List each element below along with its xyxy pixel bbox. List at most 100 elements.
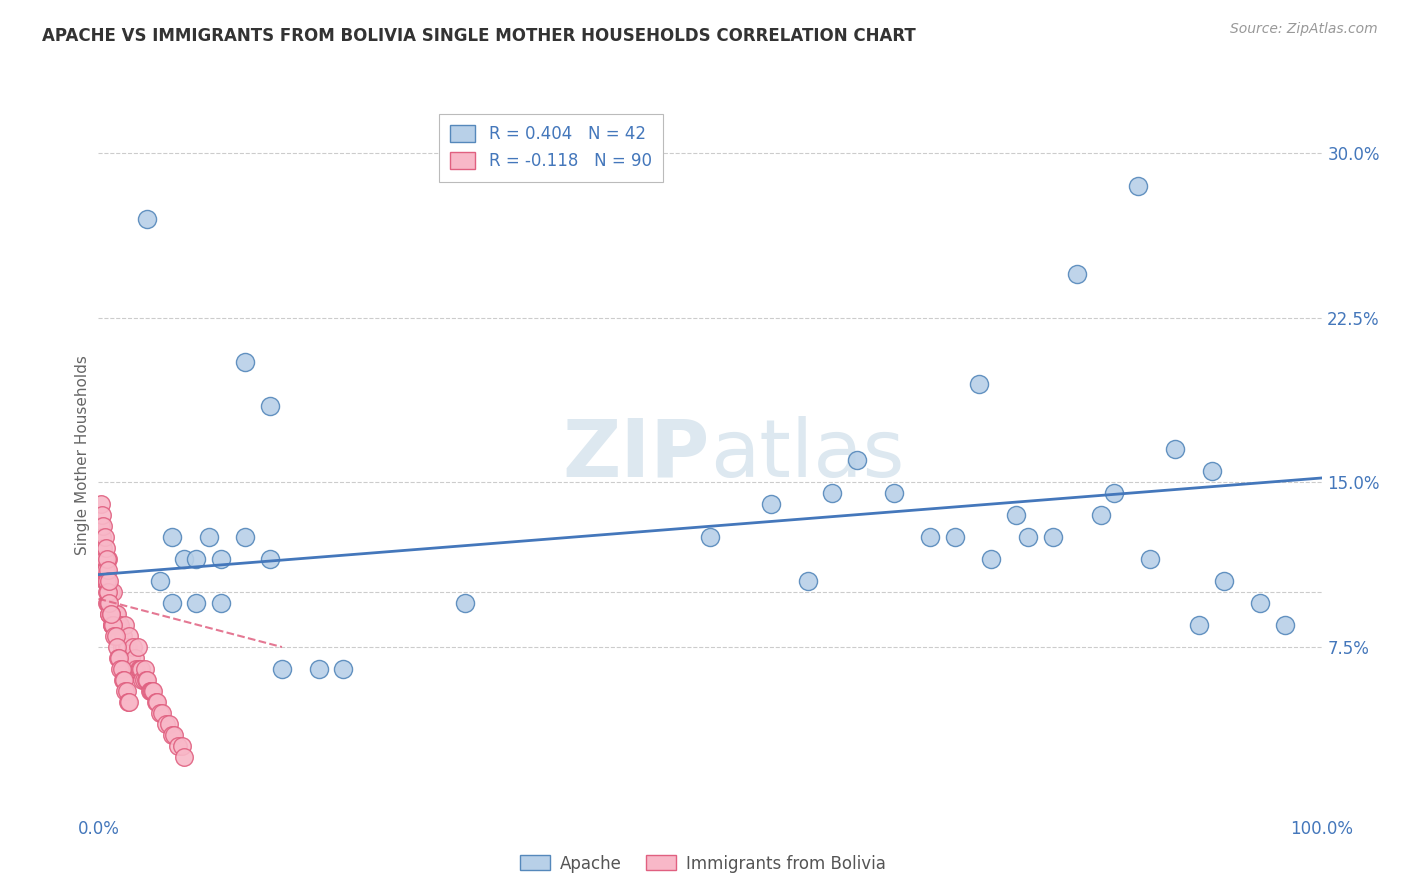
Point: [93, 574, 115, 589]
Point: [115, 684, 138, 698]
Point: [821, 486, 844, 500]
Point: [233, 354, 256, 368]
Point: [100, 607, 122, 621]
Point: [1139, 552, 1161, 566]
Point: [332, 662, 354, 676]
Point: [150, 706, 173, 720]
Point: [100, 585, 122, 599]
Point: [122, 662, 145, 676]
Point: [98, 607, 121, 621]
Point: [94, 574, 117, 589]
Point: [699, 530, 721, 544]
Point: [1004, 508, 1026, 523]
Point: [97, 563, 120, 577]
Point: [160, 530, 183, 544]
Point: [141, 684, 163, 698]
Point: [91, 519, 114, 533]
Point: [270, 662, 294, 676]
Point: [115, 640, 138, 654]
Point: [97, 552, 120, 566]
Point: [101, 618, 124, 632]
Point: [108, 651, 131, 665]
Point: [259, 399, 281, 413]
Point: [125, 662, 148, 676]
Point: [845, 453, 868, 467]
Point: [121, 640, 143, 654]
Point: [98, 607, 121, 621]
Point: [146, 695, 169, 709]
Point: [91, 552, 114, 566]
Point: [90, 519, 112, 533]
Point: [797, 574, 820, 589]
Point: [1017, 530, 1039, 544]
Point: [131, 673, 153, 687]
Point: [1102, 486, 1125, 500]
Point: [160, 596, 183, 610]
Point: [209, 596, 232, 610]
Point: [96, 552, 118, 566]
Point: [308, 662, 330, 676]
Point: [135, 673, 157, 687]
Point: [761, 497, 783, 511]
Point: [170, 739, 193, 753]
Point: [454, 596, 477, 610]
Point: [163, 728, 186, 742]
Point: [173, 552, 195, 566]
Point: [112, 640, 135, 654]
Point: [186, 552, 208, 566]
Y-axis label: Single Mother Households: Single Mother Households: [75, 355, 90, 555]
Point: [1274, 618, 1296, 632]
Point: [129, 662, 152, 676]
Point: [101, 618, 124, 632]
Point: [1042, 530, 1064, 544]
Point: [1090, 508, 1112, 523]
Point: [149, 706, 172, 720]
Text: APACHE VS IMMIGRANTS FROM BOLIVIA SINGLE MOTHER HOUSEHOLDS CORRELATION CHART: APACHE VS IMMIGRANTS FROM BOLIVIA SINGLE…: [42, 27, 915, 45]
Point: [112, 673, 135, 687]
Point: [114, 684, 136, 698]
Point: [142, 684, 165, 698]
Point: [883, 486, 905, 500]
Point: [127, 640, 149, 654]
Point: [149, 574, 172, 589]
Point: [132, 673, 155, 687]
Point: [90, 497, 112, 511]
Point: [101, 618, 124, 632]
Point: [111, 673, 134, 687]
Text: atlas: atlas: [710, 416, 904, 494]
Point: [209, 552, 232, 566]
Point: [101, 585, 124, 599]
Point: [98, 574, 121, 589]
Point: [108, 629, 131, 643]
Point: [93, 552, 115, 566]
Point: [93, 563, 115, 577]
Point: [114, 618, 136, 632]
Point: [1188, 618, 1211, 632]
Point: [91, 541, 114, 556]
Point: [980, 552, 1002, 566]
Point: [120, 651, 142, 665]
Legend: Apache, Immigrants from Bolivia: Apache, Immigrants from Bolivia: [513, 848, 893, 880]
Point: [91, 508, 114, 523]
Point: [100, 607, 122, 621]
Point: [94, 563, 117, 577]
Point: [136, 211, 159, 226]
Point: [124, 651, 146, 665]
Point: [920, 530, 942, 544]
Point: [1201, 464, 1223, 478]
Point: [173, 749, 195, 764]
Point: [91, 530, 114, 544]
Point: [96, 585, 118, 599]
Point: [197, 530, 219, 544]
Point: [103, 618, 125, 632]
Point: [145, 695, 167, 709]
Point: [110, 618, 132, 632]
Point: [117, 695, 139, 709]
Point: [93, 530, 115, 544]
Point: [134, 662, 156, 676]
Point: [167, 739, 190, 753]
Point: [117, 640, 139, 654]
Point: [111, 629, 134, 643]
Point: [1249, 596, 1271, 610]
Point: [139, 684, 162, 698]
